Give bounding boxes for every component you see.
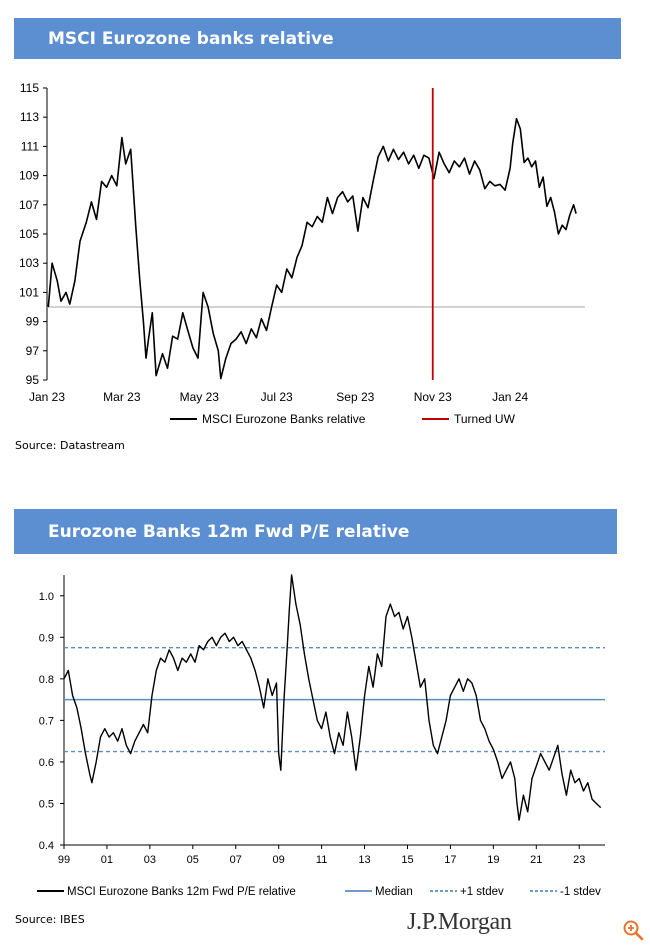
chart1-y-tick-label: 101 [19, 285, 39, 299]
chart1-y-tick-label: 109 [19, 169, 39, 183]
chart2-legend-label: -1 stdev [560, 886, 601, 898]
chart1-source: Source: Datastream [15, 439, 125, 452]
chart2-x-tick-label: 21 [530, 854, 542, 866]
chart2-y-tick-label: 1.0 [39, 591, 54, 603]
chart1-y-tick-label: 111 [21, 139, 40, 153]
chart2-y-tick-label: 0.9 [39, 632, 54, 644]
chart1-y-tick-label: 99 [26, 315, 40, 329]
chart2-x-tick-label: 01 [101, 854, 113, 866]
chart1-y-tick-label: 95 [26, 373, 40, 387]
chart1-y-tick-label: 115 [20, 81, 39, 95]
chart2-x-tick-label: 05 [187, 854, 199, 866]
chart2-x-tick-label: 11 [316, 854, 327, 866]
chart2-x-tick-label: 07 [230, 854, 242, 866]
chart2-legend-label: +1 stdev [460, 886, 504, 898]
chart2-source: Source: IBES [15, 913, 85, 926]
chart2-x-tick-label: 19 [487, 854, 499, 866]
chart1-x-tick-label: Mar 23 [103, 390, 141, 404]
chart2-series-line [63, 574, 602, 821]
chart1-msci-banks-relative: 95 97 99 101 103 105 107 109 111 113 115 Jan 23 Mar … [19, 81, 585, 426]
chart2-y-tick-label: 0.6 [39, 757, 54, 769]
chart1-y-tick-label: 113 [20, 110, 39, 124]
chart1-y-tick-label: 103 [19, 256, 39, 270]
chart1-x-tick-label: May 23 [180, 390, 220, 404]
chart2-x-tick-label: 23 [573, 854, 585, 866]
chart1-y-tick-label: 107 [19, 198, 39, 212]
chart1-x-tick-label: Jul 23 [261, 390, 293, 404]
chart2-x-tick-label: 15 [401, 854, 413, 866]
chart1-x-tick-label: Sep 23 [336, 390, 374, 404]
chart1-legend-label: MSCI Eurozone Banks relative [202, 412, 366, 426]
chart2-legend-label: MSCI Eurozone Banks 12m Fwd P/E relative [67, 886, 296, 898]
chart1-banner-title: MSCI Eurozone banks relative [14, 18, 621, 59]
chart2-x-tick-label: 03 [144, 854, 156, 866]
chart1-x-tick-label: Nov 23 [414, 390, 452, 404]
chart1-y-tick-label: 97 [26, 344, 40, 358]
chart2-x-tick-label: 99 [58, 854, 70, 866]
chart1-legend-label: Turned UW [454, 412, 516, 426]
chart2-y-tick-label: 0.4 [39, 840, 54, 852]
chart2-banner-title: Eurozone Banks 12m Fwd P/E relative [14, 509, 617, 554]
jpmorgan-logo: J.P.Morgan [407, 909, 512, 935]
zoom-in-icon[interactable] [622, 919, 644, 946]
chart1-x-tick-label: Jan 24 [492, 390, 528, 404]
chart2-y-tick-label: 0.5 [39, 798, 54, 810]
chart2-x-tick-label: 13 [358, 854, 370, 866]
chart2-legend-label: Median [375, 886, 413, 898]
chart1-series-line [47, 117, 577, 380]
chart1-y-tick-label: 105 [19, 227, 39, 241]
chart1-x-tick-label: Jan 23 [29, 390, 65, 404]
chart2-x-tick-label: 17 [444, 854, 456, 866]
chart2-x-tick-label: 09 [273, 854, 285, 866]
chart2-y-tick-label: 0.8 [39, 674, 54, 686]
chart2-y-tick-label: 0.7 [39, 715, 54, 727]
chart2-fwd-pe-relative: 0.4 0.5 0.6 0.7 0.8 0.9 1.0 99 01 03 05 07 09 11 13 15 1… [37, 574, 605, 898]
